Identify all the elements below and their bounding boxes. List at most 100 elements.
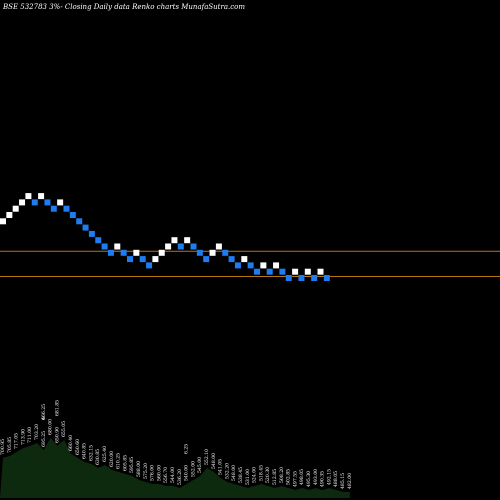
volume-label: 548.00	[211, 453, 217, 469]
renko-brick-down	[254, 268, 260, 275]
renko-brick-down	[63, 205, 70, 212]
renko-brick-down	[88, 230, 95, 237]
volume-label: 655.05	[61, 421, 67, 437]
volume-label: 705.85	[7, 437, 13, 453]
renko-brick-up	[292, 268, 299, 275]
renko-brick-down	[139, 256, 146, 263]
volume-label: 595.85	[129, 457, 135, 473]
renko-brick-down	[50, 205, 57, 212]
renko-brick-down	[285, 275, 292, 281]
volume-extra-label: 681.85	[54, 400, 60, 416]
volume-label: 538.45	[238, 467, 244, 483]
renko-brick-down	[247, 262, 254, 269]
renko-brick-down	[120, 249, 127, 256]
renko-brick-up	[273, 262, 280, 269]
volume-label: 610.25	[116, 453, 122, 469]
volume-label: 495.30	[306, 471, 312, 487]
volume-label: 512.85	[272, 469, 278, 485]
volume-label: 482.00	[347, 473, 353, 489]
renko-brick-up	[25, 193, 32, 200]
renko-brick-down	[279, 268, 286, 275]
renko-brick-down	[222, 249, 229, 256]
volume-label: 552.10	[204, 449, 210, 465]
volume-extra-label: 4	[41, 417, 47, 420]
volume-extra-label: 6.25	[184, 444, 190, 454]
volume-label: 703.20	[34, 424, 40, 440]
renko-brick-up	[209, 249, 216, 256]
volume-label: 650.60	[75, 439, 81, 455]
volume-label: 556.70	[163, 467, 169, 483]
volume-label: 695.25	[41, 431, 47, 447]
renko-brick-down	[95, 237, 102, 244]
renko-brick-down	[190, 243, 197, 250]
volume-label: 532.20	[224, 463, 230, 479]
renko-brick-down	[44, 199, 51, 206]
volume-label: 717.05	[14, 433, 20, 449]
volume-label: 640.85	[82, 443, 88, 459]
volume-label: 620.00	[109, 451, 115, 467]
renko-brick-down	[228, 256, 235, 263]
chart-title: BSE 532783 3%- Closing Daily data Renko …	[3, 3, 246, 11]
volume-label: 605.85	[122, 455, 128, 471]
renko-brick-up	[12, 205, 19, 212]
volume-label: 541.05	[218, 459, 224, 475]
volume-label: 536.20	[177, 469, 183, 485]
volume-label: 560.00	[156, 465, 162, 481]
volume-label: 488.05	[333, 471, 339, 487]
renko-brick-down	[266, 268, 273, 275]
renko-brick-up	[57, 199, 64, 206]
renko-brick-up	[317, 268, 324, 275]
volume-label: 700.95	[0, 439, 6, 455]
volume-label: 497.55	[292, 471, 298, 487]
renko-brick-down	[127, 256, 133, 263]
volume-label: 650.90	[54, 427, 60, 443]
volume-label: 576.00	[150, 465, 156, 481]
volume-label: 520.30	[265, 467, 271, 483]
renko-brick-down	[146, 262, 153, 269]
renko-brick-up	[133, 249, 140, 256]
renko-brick-up	[165, 243, 172, 250]
volume-label: 548.00	[231, 465, 237, 481]
volume-label: 588.00	[136, 461, 142, 477]
volume-label: 490.35	[320, 471, 326, 487]
renko-brick-up	[215, 243, 222, 250]
renko-brick-up	[152, 256, 159, 263]
volume-label: 545.00	[197, 457, 203, 473]
renko-brick-up	[260, 262, 267, 269]
volume-label: 680.00	[48, 419, 54, 435]
renko-brick-down	[298, 275, 305, 281]
renko-brick-up	[19, 199, 26, 206]
renko-brick-down	[177, 243, 184, 250]
volume-label: 493.00	[313, 469, 319, 485]
renko-brick-down	[107, 249, 114, 256]
volume-label: 552.00	[190, 461, 196, 477]
volume-label: 502.85	[286, 469, 292, 485]
renko-brick-down	[203, 256, 210, 263]
volume-label: 518.45	[258, 465, 264, 481]
volume-label: 485.15	[340, 473, 346, 489]
renko-brick-up	[6, 212, 13, 218]
renko-brick-down	[196, 249, 203, 256]
volume-label: 575.20	[143, 463, 149, 479]
volume-label: 540.00	[184, 465, 190, 481]
renko-brick-down	[234, 262, 241, 269]
renko-brick-up	[241, 256, 248, 263]
volume-label: 630.85	[95, 449, 101, 465]
volume-label: 713.90	[20, 429, 26, 445]
renko-brick-down	[101, 243, 108, 250]
renko-brick-down	[311, 275, 318, 281]
volume-label: 498.05	[299, 469, 305, 485]
renko-brick-down	[69, 212, 76, 218]
volume-label: 660.40	[68, 435, 74, 451]
renko-brick-up	[38, 193, 45, 200]
renko-brick-up	[158, 249, 165, 256]
volume-area	[0, 438, 350, 498]
volume-label: 524.00	[252, 467, 258, 483]
renko-brick-down	[31, 199, 38, 206]
volume-extra-label: 666.25	[41, 404, 47, 420]
renko-brick-up	[171, 237, 178, 244]
renko-brick-down	[323, 275, 330, 281]
volume-label: 492.15	[326, 469, 332, 485]
volume-label: 632.15	[88, 445, 94, 461]
